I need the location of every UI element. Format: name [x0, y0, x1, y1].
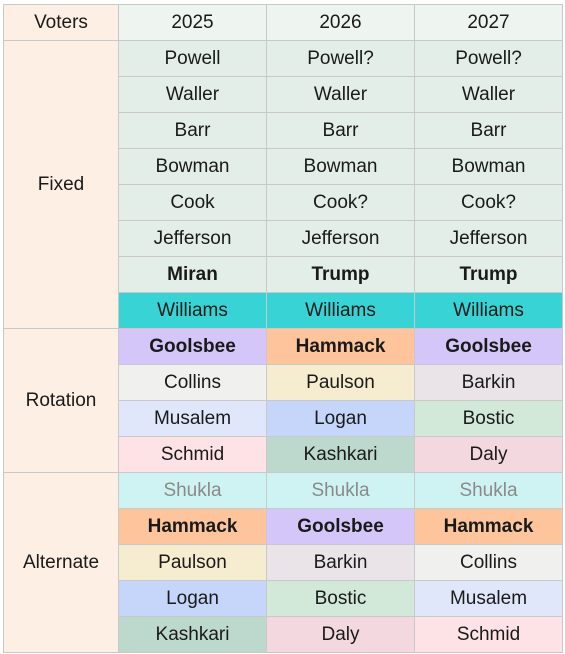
section-label: Fixed — [3, 40, 119, 329]
voter-cell: Hammack — [118, 508, 267, 545]
voter-cell: Bowman — [414, 148, 563, 185]
voter-cell: Musalem — [414, 580, 563, 617]
table-row: Waller Waller Waller — [4, 76, 563, 113]
voter-cell: Musalem — [118, 400, 267, 437]
table-row: Williams Williams Williams — [4, 292, 563, 329]
voter-cell: Waller — [266, 76, 415, 113]
voter-cell: Kashkari — [118, 616, 267, 653]
voter-cell: Collins — [414, 544, 563, 581]
voter-cell: Cook — [118, 184, 267, 221]
voter-cell: Cook? — [414, 184, 563, 221]
voter-cell: Waller — [414, 76, 563, 113]
table-row: Schmid Kashkari Daly — [4, 436, 563, 473]
table-row: Alternate Shukla Shukla Shukla — [3, 472, 563, 653]
section-label: Alternate — [3, 472, 119, 653]
voter-cell: Jefferson — [414, 220, 563, 257]
voter-cell: Trump — [414, 256, 563, 293]
voter-cell: Barr — [266, 112, 415, 149]
table-row: Bowman Bowman Bowman — [4, 148, 563, 185]
voter-cell: Bostic — [414, 400, 563, 437]
voter-cell: Barkin — [414, 364, 563, 401]
voter-cell: Logan — [118, 580, 267, 617]
voter-cell: Hammack — [414, 508, 563, 545]
voter-cell: Hammack — [266, 328, 415, 365]
voter-cell: Goolsbee — [118, 328, 267, 365]
table-row: Kashkari Daly Schmid — [4, 616, 563, 653]
table-row: Logan Bostic Musalem — [4, 580, 563, 617]
voter-cell: Bowman — [266, 148, 415, 185]
header-voters-cell: Voters — [3, 4, 119, 41]
voter-cell: Shukla — [414, 472, 563, 509]
voter-cell: Shukla — [266, 472, 415, 509]
voter-cell: Schmid — [414, 616, 563, 653]
voter-cell: Barr — [414, 112, 563, 149]
voter-cell: Williams — [118, 292, 267, 329]
voter-cell: Cook? — [266, 184, 415, 221]
voter-cell: Logan — [266, 400, 415, 437]
voter-cell: Bostic — [266, 580, 415, 617]
voter-cell: Kashkari — [266, 436, 415, 473]
table-row: Paulson Barkin Collins — [4, 544, 563, 581]
table-row: Jefferson Jefferson Jefferson — [4, 220, 563, 257]
voter-cell: Schmid — [118, 436, 267, 473]
header-year-2027: 2027 — [414, 4, 563, 41]
voters-table-body: Voters 2025 2026 2027 Fixed Powell Powell?… — [3, 4, 563, 653]
voter-cell: Williams — [266, 292, 415, 329]
voters-table: Voters 2025 2026 2027 Fixed Powell Powell?… — [3, 4, 563, 653]
voter-cell: Williams — [414, 292, 563, 329]
voter-cell: Powell — [118, 40, 267, 77]
table-row: Rotation Goolsbee Hammack Goolsbee — [3, 328, 563, 473]
voter-cell: Powell? — [266, 40, 415, 77]
voter-cell: Jefferson — [266, 220, 415, 257]
header-year-2026: 2026 — [266, 4, 415, 41]
voter-cell: Trump — [266, 256, 415, 293]
voter-cell: Paulson — [118, 544, 267, 581]
section-label: Rotation — [3, 328, 119, 473]
table-row: Barr Barr Barr — [4, 112, 563, 149]
voter-cell: Daly — [414, 436, 563, 473]
voter-cell: Bowman — [118, 148, 267, 185]
voter-cell: Daly — [266, 616, 415, 653]
table-row: Fixed Powell Powell? Powell? — [3, 40, 563, 329]
table-row: Hammack Goolsbee Hammack — [4, 508, 563, 545]
voter-cell: Barr — [118, 112, 267, 149]
voter-cell: Jefferson — [118, 220, 267, 257]
header-year-2025: 2025 — [118, 4, 267, 41]
table-row: Cook Cook? Cook? — [4, 184, 563, 221]
voter-cell: Collins — [118, 364, 267, 401]
voter-cell: Paulson — [266, 364, 415, 401]
table-row: Collins Paulson Barkin — [4, 364, 563, 401]
voter-cell: Goolsbee — [266, 508, 415, 545]
table-row: Musalem Logan Bostic — [4, 400, 563, 437]
voter-cell: Miran — [118, 256, 267, 293]
voter-cell: Goolsbee — [414, 328, 563, 365]
voter-cell: Barkin — [266, 544, 415, 581]
header-row: Voters 2025 2026 2027 — [3, 4, 563, 41]
voter-cell: Shukla — [118, 472, 267, 509]
voter-cell: Waller — [118, 76, 267, 113]
voter-cell: Powell? — [414, 40, 563, 77]
